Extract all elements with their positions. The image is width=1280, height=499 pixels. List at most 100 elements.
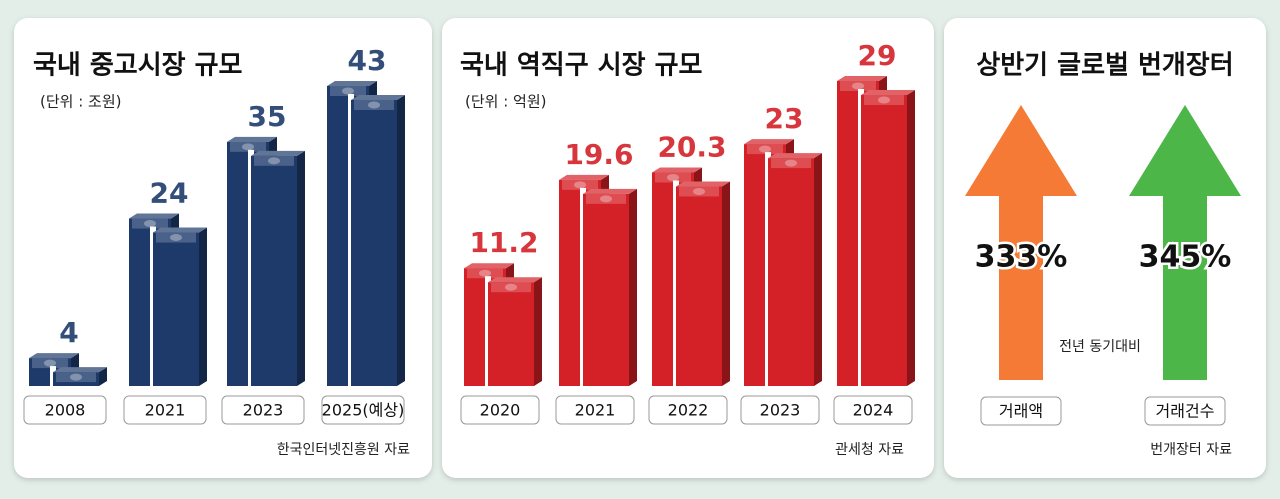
bar-dot (342, 87, 354, 95)
category-label: 2021 (575, 401, 616, 420)
category-box (833, 395, 913, 425)
arrow (965, 105, 1077, 380)
bar-front (251, 155, 297, 386)
bar (559, 174, 637, 386)
bar (227, 136, 305, 386)
note: 전년 동기대비 (1059, 339, 1141, 355)
chart-title: 상반기 글로벌 번개장터 (976, 51, 1233, 81)
category-label: 2024 (853, 401, 894, 420)
bar-dot (242, 143, 254, 151)
bar-side (629, 188, 637, 386)
bar-side (722, 181, 730, 386)
source: 번개장터 자료 (1150, 442, 1232, 458)
bar-dot (368, 101, 380, 109)
category-label: 2008 (45, 401, 86, 420)
chart-subtitle: (단위 : 조원) (40, 93, 122, 111)
bar (464, 263, 542, 386)
bar-dot (170, 234, 182, 242)
chart-title: 국내 중고시장 규모 (33, 51, 243, 81)
bar (652, 167, 730, 386)
category-box (221, 395, 305, 425)
bar-top (464, 263, 514, 269)
bar-side (814, 153, 822, 386)
bar-dot (852, 82, 864, 90)
bar-dot (268, 157, 280, 165)
category-box (740, 395, 820, 425)
bar-front (583, 193, 629, 386)
bar (327, 81, 405, 386)
category-box (460, 395, 540, 425)
bar-front (861, 95, 907, 386)
bar (129, 213, 207, 386)
bar-side (297, 150, 305, 386)
source: 관세청 자료 (835, 442, 904, 458)
bar (837, 76, 915, 386)
category-label: 2025(예상) (322, 401, 405, 420)
bar-top (129, 213, 179, 219)
arrow (1129, 105, 1241, 380)
bar-top (53, 367, 107, 373)
bar-dot (759, 145, 771, 153)
value-label: 24 (150, 177, 189, 210)
bar-top (327, 81, 377, 86)
category-label: 거래액 (999, 402, 1043, 421)
value-label: 4 (59, 316, 78, 349)
value-label: 29 (858, 39, 897, 72)
bar-side (397, 95, 405, 386)
bar-top (227, 136, 277, 142)
bar-dot (44, 359, 56, 367)
bar-dot (574, 181, 586, 189)
category-box (1144, 396, 1226, 426)
bar-top (837, 76, 887, 81)
bar-front (351, 100, 397, 386)
bar-dot (505, 283, 517, 291)
bar-dot (479, 269, 491, 277)
bar-side (907, 90, 915, 386)
value-label: 345% (1139, 240, 1232, 275)
category-box (23, 395, 107, 425)
bar-top (29, 353, 79, 359)
bar-front (676, 186, 722, 386)
bar-top (768, 153, 822, 159)
bar-dot (785, 159, 797, 167)
category-label: 거래건수 (1156, 402, 1215, 421)
bar-top (351, 95, 405, 100)
bar-top (559, 174, 609, 180)
category-label: 2020 (480, 401, 521, 420)
bar-dot (693, 188, 705, 195)
bar (744, 139, 822, 386)
category-box (321, 395, 405, 425)
source: 한국인터넷진흥원 자료 (277, 442, 410, 458)
bar-side (199, 227, 207, 386)
bar-front (768, 158, 814, 386)
bar-top (744, 139, 794, 145)
category-box (648, 395, 728, 425)
value-label: 20.3 (657, 131, 726, 164)
category-label: 2023 (760, 401, 801, 420)
value-label: 19.6 (564, 138, 633, 171)
category-box (555, 395, 635, 425)
bar-top (861, 90, 915, 95)
value-label: 23 (765, 102, 804, 135)
bar-dot (878, 96, 890, 104)
bar (29, 353, 107, 386)
bar-top (676, 181, 730, 187)
bar-top (153, 227, 207, 233)
bar-top (583, 188, 637, 194)
bar-top (488, 277, 542, 283)
category-label: 2022 (668, 401, 709, 420)
bar-front (153, 232, 199, 386)
value-label: 35 (248, 100, 287, 133)
category-box (980, 396, 1062, 426)
category-box (123, 395, 207, 425)
bar-side (99, 367, 107, 386)
bar-front (488, 282, 534, 386)
value-label: 11.2 (469, 226, 538, 259)
value-label: 43 (348, 44, 387, 77)
category-label: 2021 (145, 401, 186, 420)
bar-top (652, 167, 702, 173)
chart-subtitle: (단위 : 억원) (465, 93, 547, 111)
bar-dot (667, 174, 679, 181)
bar-dot (144, 220, 156, 228)
category-label: 2023 (243, 401, 284, 420)
